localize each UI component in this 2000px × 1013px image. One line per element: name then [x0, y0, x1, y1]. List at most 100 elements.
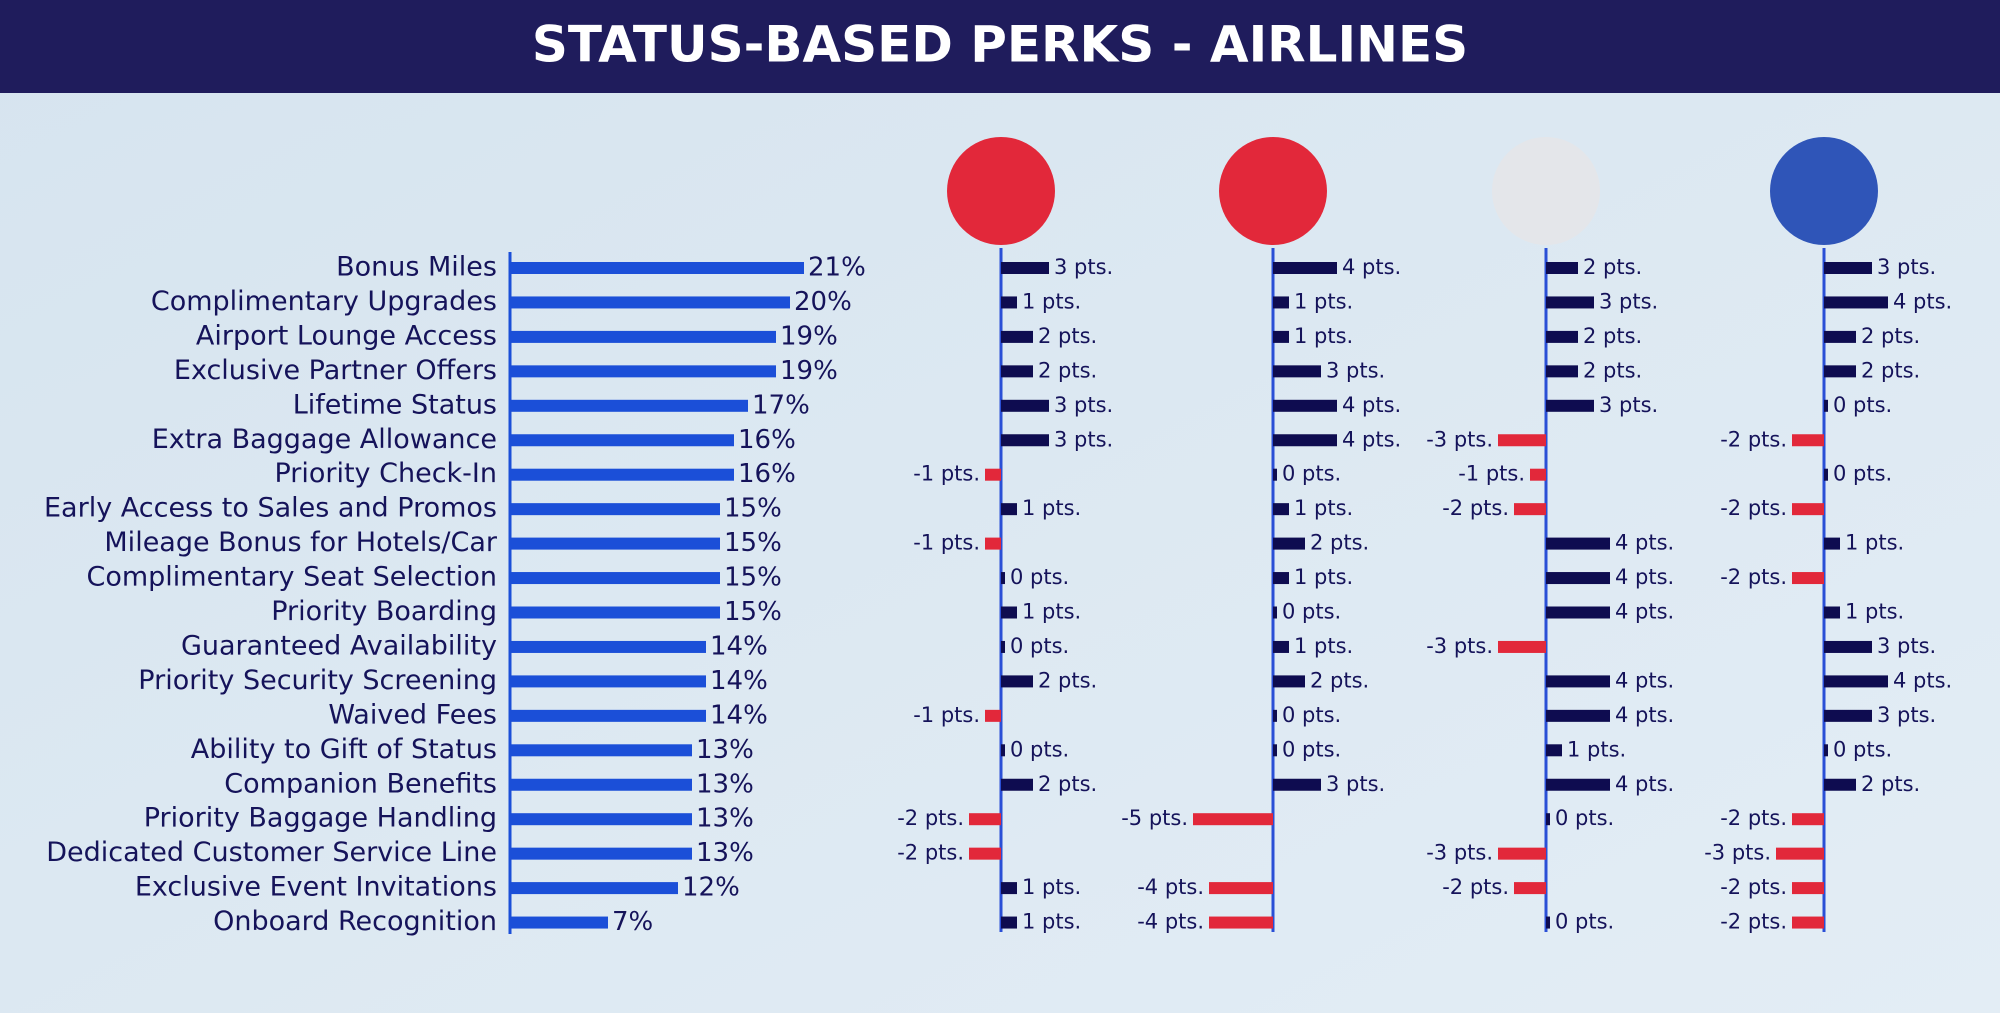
category-label: Early Access to Sales and Promos — [44, 493, 497, 524]
value-label: 4 pts. — [1342, 427, 1401, 451]
value-label: 17% — [752, 390, 810, 420]
value-label: 15% — [724, 597, 782, 627]
category-label: Complimentary Seat Selection — [86, 562, 497, 593]
bar — [1824, 296, 1888, 309]
value-label: 0 pts. — [1010, 565, 1069, 589]
bar — [510, 537, 720, 550]
persona-icon — [1770, 137, 1878, 245]
value-label: -2 pts. — [1720, 875, 1787, 899]
value-label: 4 pts. — [1615, 565, 1674, 589]
bar — [510, 434, 734, 447]
value-label: 3 pts. — [1599, 393, 1658, 417]
bar — [1273, 503, 1289, 516]
bar — [1514, 503, 1546, 516]
bar — [1546, 744, 1562, 757]
value-label: -2 pts. — [1720, 496, 1787, 520]
bar — [1209, 916, 1273, 929]
value-label: -3 pts. — [1426, 841, 1493, 865]
bar — [1792, 434, 1824, 447]
value-label: 12% — [682, 873, 740, 903]
value-label: -2 pts. — [1720, 427, 1787, 451]
bar — [1273, 606, 1277, 619]
value-label: 2 pts. — [1861, 324, 1920, 348]
bar — [510, 296, 790, 309]
category-label: Companion Benefits — [224, 768, 497, 799]
value-label: 4 pts. — [1615, 703, 1674, 727]
value-label: 19% — [780, 321, 838, 351]
value-label: 4 pts. — [1615, 600, 1674, 624]
bar — [1001, 503, 1017, 516]
value-label: 21% — [808, 253, 866, 283]
value-label: 1 pts. — [1022, 910, 1081, 934]
bar — [1824, 468, 1828, 481]
bar — [1546, 296, 1594, 309]
bar — [1001, 434, 1049, 447]
bar — [1514, 882, 1546, 895]
value-label: 1 pts. — [1022, 289, 1081, 313]
value-label: 4 pts. — [1615, 772, 1674, 796]
category-label: Priority Boarding — [271, 596, 497, 627]
bar — [969, 847, 1001, 860]
category-label: Onboard Recognition — [213, 906, 497, 937]
value-label: 1 pts. — [1845, 531, 1904, 555]
value-label: 13% — [696, 804, 754, 834]
bar — [1546, 675, 1610, 688]
bar — [1824, 606, 1840, 619]
value-label: 3 pts. — [1054, 255, 1113, 279]
value-label: 15% — [724, 528, 782, 558]
bar — [1824, 262, 1872, 274]
value-label: 16% — [738, 459, 796, 489]
value-label: 0 pts. — [1010, 737, 1069, 761]
category-label: Extra Baggage Allowance — [152, 424, 497, 455]
bar — [1001, 675, 1033, 688]
bar — [1546, 572, 1610, 585]
bar — [1001, 330, 1033, 343]
value-label: 0 pts. — [1282, 703, 1341, 727]
value-label: 2 pts. — [1038, 358, 1097, 382]
value-label: 13% — [696, 769, 754, 799]
bar — [985, 709, 1001, 722]
value-label: 3 pts. — [1054, 427, 1113, 451]
bar — [1273, 365, 1321, 378]
bar — [1546, 778, 1610, 791]
chart-title: STATUS-BASED PERKS - AIRLINES — [532, 16, 1468, 74]
bar — [1824, 675, 1888, 688]
value-label: -2 pts. — [1442, 496, 1509, 520]
bar — [1792, 916, 1824, 929]
value-label: 1 pts. — [1294, 565, 1353, 589]
bar — [510, 882, 678, 895]
category-label: Exclusive Partner Offers — [174, 355, 497, 386]
value-label: -2 pts. — [1720, 806, 1787, 830]
bar — [1792, 813, 1824, 826]
bar — [510, 606, 720, 619]
value-label: -2 pts. — [897, 806, 964, 830]
bar — [510, 744, 692, 757]
value-label: 4 pts. — [1342, 255, 1401, 279]
bar — [1273, 330, 1289, 343]
bar — [1546, 606, 1610, 619]
value-label: -2 pts. — [1720, 565, 1787, 589]
value-label: 14% — [710, 666, 768, 696]
value-label: -1 pts. — [913, 462, 980, 486]
value-label: -1 pts. — [1458, 462, 1525, 486]
bar — [1273, 675, 1305, 688]
bar — [1546, 365, 1578, 378]
bar — [1824, 537, 1840, 550]
bar — [1001, 572, 1005, 585]
value-label: 2 pts. — [1861, 358, 1920, 382]
category-label: Priority Baggage Handling — [144, 803, 497, 834]
persona-icon — [1219, 137, 1327, 245]
value-label: 4 pts. — [1893, 668, 1952, 692]
value-label: 4 pts. — [1615, 531, 1674, 555]
bar — [510, 399, 748, 412]
value-label: 15% — [724, 494, 782, 524]
persona-icon — [1492, 137, 1600, 245]
bar — [1273, 537, 1305, 550]
bar — [510, 330, 776, 343]
value-label: 0 pts. — [1010, 634, 1069, 658]
value-label: 1 pts. — [1294, 496, 1353, 520]
bar — [1209, 882, 1273, 895]
bar — [1546, 537, 1610, 550]
value-label: 1 pts. — [1022, 600, 1081, 624]
